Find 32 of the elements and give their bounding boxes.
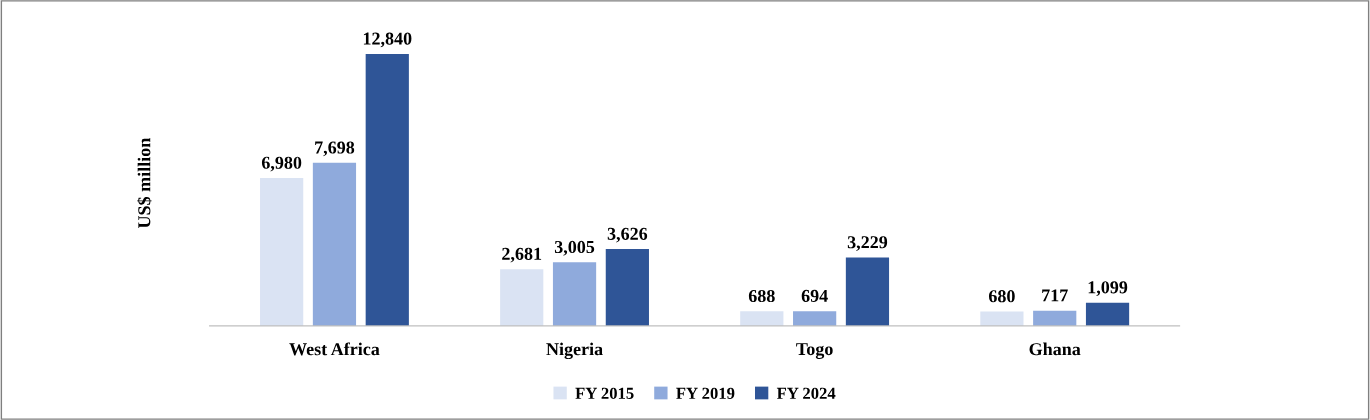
bar — [365, 53, 409, 326]
x-tick-label: Togo — [796, 343, 833, 359]
x-tick-label: West Africa — [289, 342, 380, 356]
legend-label: FY 2024 — [776, 387, 836, 399]
data-label: 12,840 — [363, 32, 412, 48]
data-label: 688 — [748, 289, 775, 303]
bar — [1033, 310, 1077, 326]
bar — [605, 249, 649, 326]
bar — [845, 257, 890, 326]
bar — [552, 262, 597, 326]
x-tick-label: Ghana — [1029, 342, 1081, 356]
bar — [260, 178, 304, 326]
data-label: 2,681 — [502, 247, 542, 263]
data-label: 3,626 — [607, 227, 648, 243]
bar — [1085, 302, 1130, 326]
bar — [980, 311, 1024, 326]
data-label: 717 — [1042, 289, 1068, 302]
bar — [740, 311, 784, 326]
data-label: 6,980 — [261, 156, 302, 172]
data-label: 3,229 — [847, 236, 888, 251]
data-label: 680 — [988, 290, 1015, 303]
data-label: 3,005 — [554, 240, 595, 256]
bar — [500, 269, 544, 326]
legend-label: FY 2015 — [575, 387, 634, 399]
data-label: 694 — [801, 289, 828, 302]
bar — [793, 311, 837, 326]
y-axis-title: US$ million — [137, 137, 152, 229]
data-label: 1,099 — [1088, 281, 1128, 297]
bar — [312, 162, 357, 326]
data-label: 7,698 — [315, 141, 355, 157]
x-tick-label: Nigeria — [546, 342, 603, 360]
legend-label: FY 2019 — [676, 387, 735, 399]
